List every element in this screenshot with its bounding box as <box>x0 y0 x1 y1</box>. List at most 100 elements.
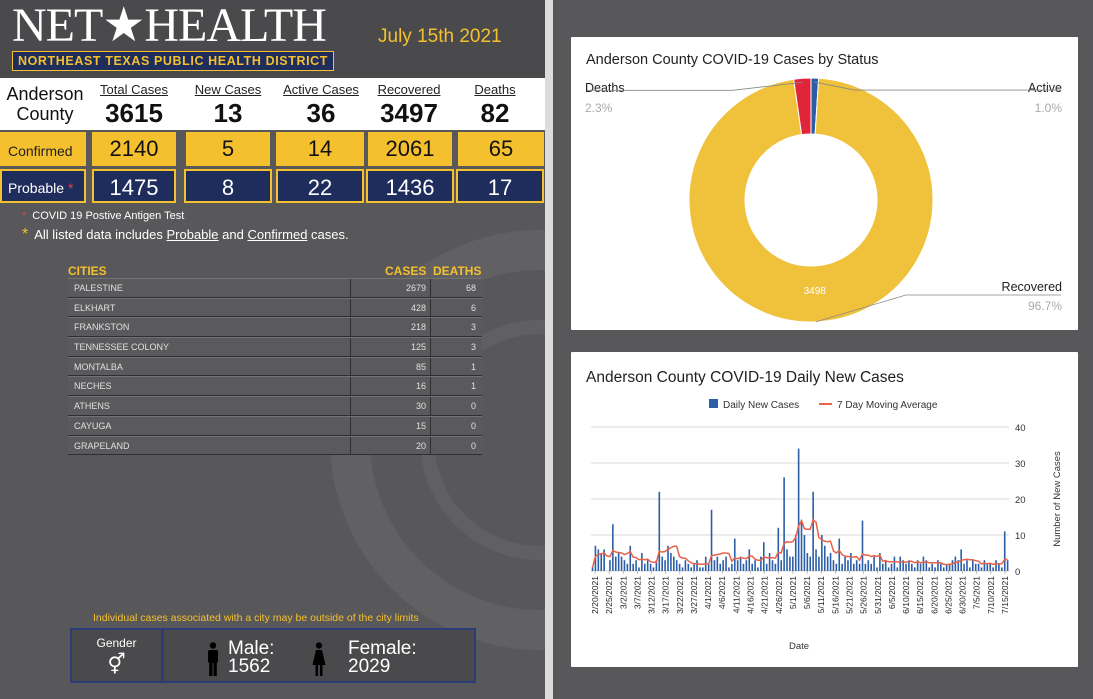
bar <box>966 560 968 571</box>
col-recovered-label: Recovered <box>377 82 441 97</box>
city-name: CAYUGA <box>74 420 112 431</box>
bar <box>815 549 817 571</box>
bar <box>673 556 675 571</box>
bar <box>725 556 727 571</box>
bar <box>652 567 655 571</box>
all-note-prefix: All listed data includes <box>34 227 167 242</box>
recovered-slice-percent: 96.7% <box>1027 299 1062 313</box>
deaths-slice-label: Deaths <box>585 81 625 95</box>
recovered-slice-label: Recovered <box>1001 280 1062 294</box>
header: NET★HEALTH NORTHEAST TEXAS PUBLIC HEALTH… <box>0 0 545 78</box>
city-cases: 30 <box>415 401 426 412</box>
confirmed-deaths: 65 <box>458 132 544 166</box>
antigen-note-line: * COVID 19 Postive Antigen Test <box>22 210 349 222</box>
bar <box>623 560 626 571</box>
bar <box>780 560 783 571</box>
probable-label: Probable <box>8 180 65 196</box>
bar <box>603 549 605 571</box>
bar <box>646 560 649 571</box>
bar <box>989 563 992 571</box>
bar <box>684 560 687 571</box>
county-label: Anderson County <box>6 84 84 124</box>
bar <box>670 553 672 571</box>
donut-slice-recovered <box>688 77 934 323</box>
probable-recovered: 1436 <box>366 169 454 203</box>
bar <box>928 567 931 571</box>
bar <box>649 563 652 571</box>
col-deaths-value: 82 <box>480 98 510 128</box>
probable-active: 22 <box>276 169 364 203</box>
cities-header: CITIES CASES DEATHS <box>68 262 482 278</box>
bar <box>969 567 971 571</box>
bar <box>855 560 858 571</box>
bar <box>783 477 785 571</box>
x-tick-label: 5/6/2021 <box>802 576 812 609</box>
bar-chart-title: Anderson County COVID-19 Daily New Cases <box>586 369 904 386</box>
bar <box>847 560 849 571</box>
col-recovered-value: 3497 <box>380 98 438 128</box>
bar <box>879 553 881 571</box>
bar <box>829 553 832 571</box>
bar <box>629 545 632 571</box>
bar <box>690 567 693 571</box>
bar <box>612 524 614 571</box>
bar <box>931 563 933 571</box>
table-row: ATHENS 30 0 <box>68 396 482 416</box>
bar <box>687 563 690 571</box>
x-tick-label: 3/17/2021 <box>661 576 671 614</box>
male-value: 1562 <box>228 656 271 677</box>
bar <box>716 556 719 571</box>
col-new-label: New Cases <box>194 82 262 97</box>
status-donut-card: Anderson County COVID-19 Cases by Status… <box>571 37 1078 330</box>
moving-average-line <box>591 518 1008 568</box>
cities-col-city: CITIES <box>68 264 107 278</box>
notes: * COVID 19 Postive Antigen Test * All list… <box>22 210 349 244</box>
bar <box>916 560 919 571</box>
cities-rows: PALESTINE 2679 68 ELKHART 428 6 FRANKSTON 218… <box>68 278 482 456</box>
bar <box>713 560 716 571</box>
female-label: Female: <box>348 638 417 659</box>
table-row: NECHES 16 1 <box>68 376 482 397</box>
y-tick-label: 10 <box>1015 531 1026 542</box>
x-tick-label: 4/26/2021 <box>774 576 784 614</box>
bar <box>925 560 928 571</box>
city-deaths: 0 <box>470 420 476 431</box>
bar <box>870 563 872 571</box>
gender-label: Gender <box>96 636 137 650</box>
bar <box>597 549 600 571</box>
bar <box>838 538 841 571</box>
bar <box>789 556 791 571</box>
bar <box>643 563 646 571</box>
bar <box>896 567 899 571</box>
bar <box>919 563 922 571</box>
bar <box>733 538 736 571</box>
confirmed-total: 2140 <box>92 132 176 166</box>
bar <box>617 553 620 571</box>
bar <box>678 563 681 571</box>
city-deaths: 6 <box>470 302 476 313</box>
recovered-leader-line <box>815 294 1061 323</box>
bar <box>777 527 780 571</box>
bar <box>620 556 623 571</box>
legend-daily-label: Daily New Cases <box>723 400 799 411</box>
probable-deaths: 17 <box>456 169 544 203</box>
x-tick-label: 4/11/2021 <box>731 576 741 613</box>
male-label: Male: <box>228 638 275 659</box>
x-tick-label: 2/25/2021 <box>604 576 614 614</box>
x-tick-label: 5/26/2021 <box>859 576 869 614</box>
x-tick-label: 6/15/2021 <box>915 576 925 614</box>
legend-average-label: 7 Day Moving Average <box>837 400 938 411</box>
city-deaths: 0 <box>470 401 476 412</box>
bar <box>948 563 951 571</box>
logo-subtitle: NORTHEAST TEXAS PUBLIC HEALTH DISTRICT <box>12 51 334 71</box>
bar <box>1003 531 1006 571</box>
bar <box>667 545 669 571</box>
bar <box>980 567 983 571</box>
bar <box>707 563 710 571</box>
female-value: 2029 <box>348 656 391 677</box>
probable-marker: * <box>67 180 74 196</box>
logo-text: NET★HEALTH <box>12 0 327 52</box>
city-cases: 218 <box>410 322 426 333</box>
y-tick-label: 40 <box>1015 423 1026 434</box>
bar <box>940 563 942 571</box>
